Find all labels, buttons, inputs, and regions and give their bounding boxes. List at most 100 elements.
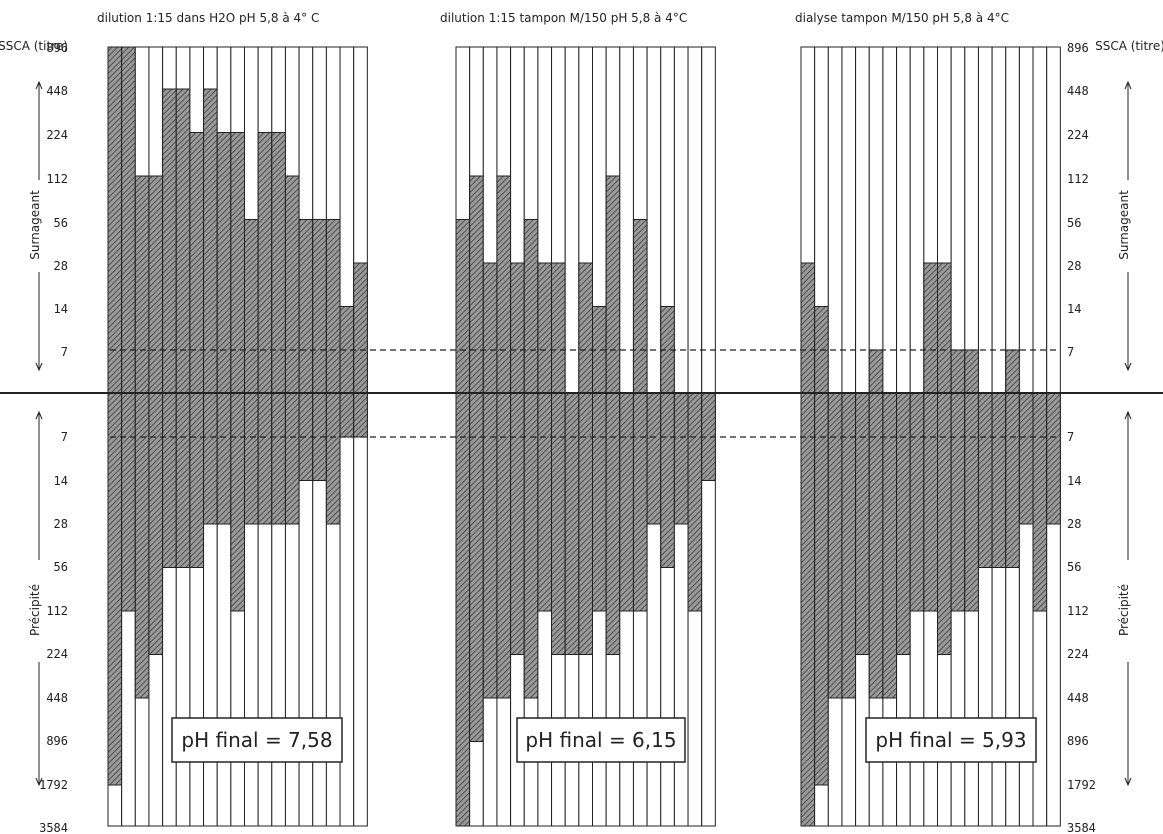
precipitate-bar (937, 392, 952, 655)
y-tick-label-left: 224 (46, 647, 68, 661)
y-tick-label-left: 448 (46, 84, 68, 98)
y-tick-label-right: 896 (1067, 734, 1089, 748)
supernatant-bar (148, 175, 164, 394)
precipitate-bar (523, 392, 539, 699)
axis-arrowhead (1124, 777, 1132, 787)
supernatant-bar (937, 262, 952, 394)
supernatant-bar (312, 219, 327, 394)
y-tick-label-left: 14 (54, 474, 68, 488)
precipitate-bar (855, 392, 870, 655)
precipitate-bar (134, 392, 150, 699)
precipitate-bar (455, 392, 471, 827)
precipitate-bar (619, 392, 634, 612)
y-tick-label-left: 7 (61, 345, 68, 359)
precipitate-bar (325, 392, 341, 525)
axis-arrowhead (35, 80, 43, 90)
precipitate-bar (660, 392, 675, 568)
precipitate-bar (162, 392, 177, 568)
precipitate-bar (1046, 392, 1061, 525)
axis-arrowhead (1124, 410, 1132, 420)
y-tick-label-left: 112 (46, 172, 68, 186)
y-tick-label-left: 896 (46, 41, 68, 55)
section-label-precipitate-left: Précipité (28, 584, 42, 636)
y-tick-label-left: 56 (54, 560, 68, 574)
y-tick-label-right: 3584 (1067, 821, 1096, 834)
supernatant-bar (605, 175, 621, 394)
supernatant-bar (353, 262, 368, 394)
supernatant-bar (162, 88, 177, 394)
precipitate-bar (814, 392, 829, 786)
precipitate-bar (203, 392, 218, 525)
precipitate-bar (896, 392, 911, 655)
axis-arrowhead (35, 362, 43, 372)
supernatant-bar (510, 262, 525, 394)
ph-final-label: pH final = 5,93 (875, 728, 1026, 752)
precipitate-bar (841, 392, 857, 699)
panel-title: dilution 1:15 tampon M/150 pH 5,8 à 4°C (440, 11, 687, 25)
y-tick-label-left: 1792 (39, 778, 68, 792)
supernatant-bar (964, 349, 979, 394)
ph-box (171, 717, 343, 763)
supernatant-bar (134, 175, 150, 394)
supernatant-bar (271, 132, 286, 394)
precipitate-bar (827, 392, 843, 699)
y-tick-label-right: 7 (1067, 345, 1074, 359)
y-tick-label-right: 448 (1067, 691, 1089, 705)
precipitate-bar (923, 392, 938, 612)
y-tick-label-right: 448 (1067, 84, 1089, 98)
supernatant-bar (325, 219, 341, 394)
panel-title: dialyse tampon M/150 pH 5,8 à 4°C (795, 11, 1009, 25)
y-tick-label-right: 56 (1067, 216, 1081, 230)
supernatant-bar (230, 132, 246, 394)
y-tick-label-left: 56 (54, 216, 68, 230)
supernatant-bar (469, 175, 484, 394)
panel-title: dilution 1:15 dans H2O pH 5,8 à 4° C (97, 11, 319, 25)
y-tick-label-left: 3584 (39, 821, 68, 834)
precipitate-bar (107, 392, 123, 786)
precipitate-bar (592, 392, 607, 612)
precipitate-bar (271, 392, 286, 525)
precipitate-bar (646, 392, 662, 525)
y-tick-label-right: 1792 (1067, 778, 1096, 792)
y-tick-label-right: 14 (1067, 474, 1081, 488)
supernatant-bar (923, 262, 938, 394)
y-tick-label-left: 896 (46, 734, 68, 748)
precipitate-bar (551, 392, 566, 655)
y-tick-label-left: 7 (61, 430, 68, 444)
supernatant-bar (537, 262, 553, 394)
panel-buffer-dilution: dilution 1:15 tampon M/150 pH 5,8 à 4°C (440, 11, 716, 827)
y-tick-label-right: 112 (1067, 172, 1089, 186)
y-tick-label-right: 56 (1067, 560, 1081, 574)
axis-labels: SSCA (titre) SSCA (titre) Surnageant Sur… (0, 39, 1163, 636)
precipitate-bar (469, 392, 484, 742)
y-tick-label-left: 28 (54, 517, 68, 531)
precipitate-bar (605, 392, 621, 655)
precipitate-bar (687, 392, 703, 612)
section-label-precipitate-right: Précipité (1117, 584, 1131, 636)
supernatant-bar (1005, 349, 1020, 394)
y-tick-label-left: 14 (54, 302, 68, 316)
y-tick-label-right: 112 (1067, 604, 1089, 618)
precipitate-bar (510, 392, 525, 655)
y-tick-label-left: 28 (54, 259, 68, 273)
ph-final-label: pH final = 6,15 (525, 728, 676, 752)
precipitate-bar (244, 392, 259, 525)
precipitate-bar (175, 392, 191, 568)
y-tick-label-left: 448 (46, 691, 68, 705)
precipitate-bar (673, 392, 689, 525)
supernatant-bar (868, 349, 884, 394)
y-tick-label-right: 896 (1067, 41, 1089, 55)
precipitate-bar (257, 392, 273, 525)
supernatant-bar (523, 219, 539, 394)
precipitate-bar (800, 392, 816, 827)
axes: 896 448 224 112 56 28 14 7 7 14 28 56 112 224 448 896 17… (0, 41, 1163, 834)
y-axis-title-right: SSCA (titre) (1095, 39, 1163, 53)
precipitate-bar (1032, 392, 1048, 612)
y-tick-label-right: 14 (1067, 302, 1081, 316)
supernatant-bar (632, 219, 648, 394)
precipitate-bar (216, 392, 232, 525)
y-tick-label-right: 7 (1067, 430, 1074, 444)
y-tick-label-right: 28 (1067, 259, 1081, 273)
precipitate-bar (339, 392, 355, 438)
